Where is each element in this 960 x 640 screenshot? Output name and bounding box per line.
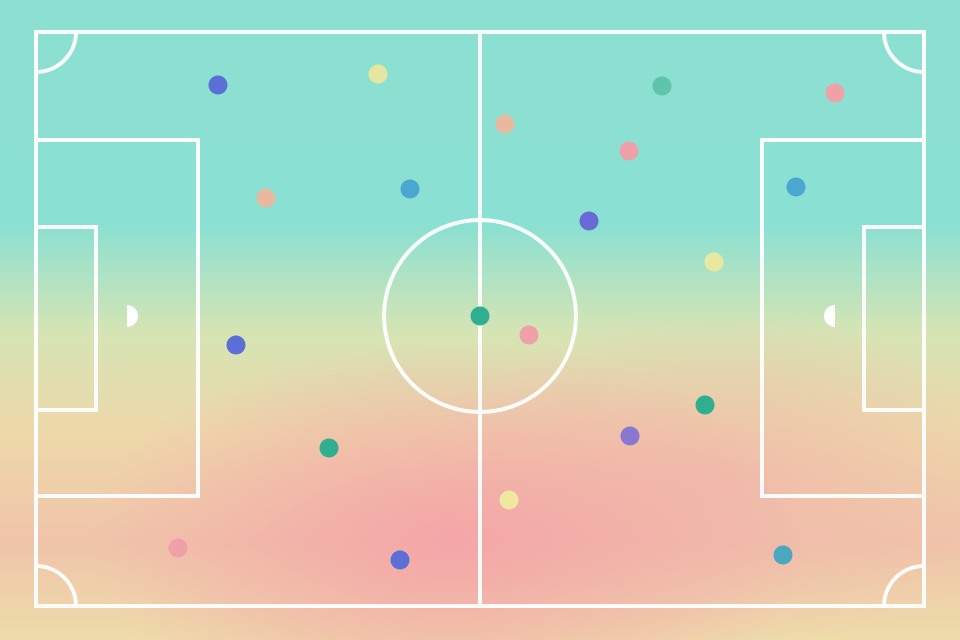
player-dot — [704, 252, 724, 272]
player-dot — [579, 211, 599, 231]
player-dot — [620, 426, 640, 446]
left-penalty-box — [34, 138, 200, 498]
right-penalty-spot — [824, 305, 835, 327]
corner-arc-top-left — [35, 31, 78, 74]
corner-arc-bottom-left — [35, 564, 78, 607]
player-dot — [368, 64, 388, 84]
players-layer — [168, 64, 845, 570]
player-dot — [786, 177, 806, 197]
player-dot — [652, 76, 672, 96]
player-dot — [256, 188, 276, 208]
corner-arc-bottom-right — [882, 564, 925, 607]
player-dot — [499, 490, 519, 510]
right-penalty-box — [760, 138, 926, 498]
player-dot — [519, 325, 539, 345]
player-dot — [400, 179, 420, 199]
player-dot — [168, 538, 188, 558]
left-penalty-spot — [127, 305, 138, 327]
right-goal-box — [862, 225, 926, 412]
player-dot — [695, 395, 715, 415]
player-dot — [470, 306, 490, 326]
player-dot — [619, 141, 639, 161]
player-dot — [208, 75, 228, 95]
player-dot — [773, 545, 793, 565]
player-dot — [226, 335, 246, 355]
player-dot — [825, 83, 845, 103]
corner-arc-top-right — [882, 31, 925, 74]
center-circle — [382, 218, 578, 414]
player-dot — [390, 550, 410, 570]
left-goal-box — [34, 225, 98, 412]
player-dot — [495, 114, 515, 134]
player-dot — [319, 438, 339, 458]
